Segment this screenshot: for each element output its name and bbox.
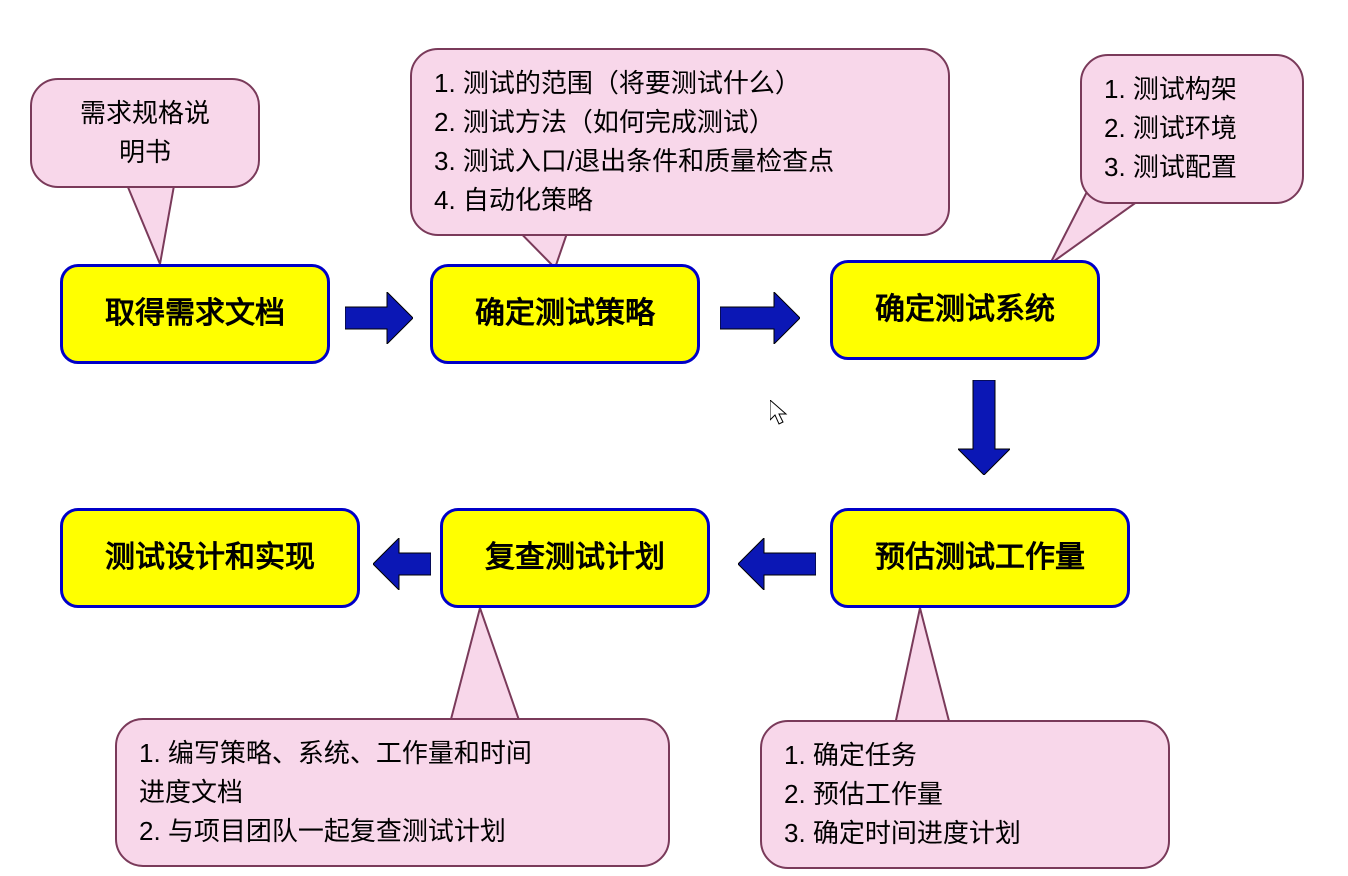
callout-line: 2. 测试环境 xyxy=(1104,109,1280,148)
callout-c3: 1. 测试构架2. 测试环境3. 测试配置 xyxy=(1080,54,1304,204)
callout-line: 2. 测试方法（如何完成测试） xyxy=(434,103,926,142)
callout-line: 3. 测试入口/退出条件和质量检查点 xyxy=(434,142,926,181)
flow-arrow-down xyxy=(958,380,1010,475)
callout-line: 3. 测试配置 xyxy=(1104,148,1280,187)
callout-line: 1. 编写策略、系统、工作量和时间 xyxy=(139,734,646,773)
flowchart-canvas: 需求规格说明书1. 测试的范围（将要测试什么）2. 测试方法（如何完成测试）3.… xyxy=(0,0,1348,876)
flow-arrow-right xyxy=(720,292,800,344)
callout-c2: 1. 测试的范围（将要测试什么）2. 测试方法（如何完成测试）3. 测试入口/退… xyxy=(410,48,950,236)
callout-line: 2. 预估工作量 xyxy=(784,775,1146,814)
flow-arrow-right xyxy=(345,292,413,344)
flow-arrow-left xyxy=(373,538,431,590)
flow-node-n5: 复查测试计划 xyxy=(440,508,710,608)
flow-arrow-left xyxy=(738,538,816,590)
flow-node-n1: 取得需求文档 xyxy=(60,264,330,364)
flow-node-label: 确定测试系统 xyxy=(875,292,1055,328)
flow-node-label: 复查测试计划 xyxy=(485,540,665,576)
callout-line: 1. 测试构架 xyxy=(1104,70,1280,109)
flow-node-n2: 确定测试策略 xyxy=(430,264,700,364)
callout-line: 3. 确定时间进度计划 xyxy=(784,814,1146,853)
flow-node-label: 预估测试工作量 xyxy=(875,540,1085,576)
flow-node-label: 测试设计和实现 xyxy=(105,540,315,576)
callout-line: 4. 自动化策略 xyxy=(434,181,926,220)
flow-node-n6: 测试设计和实现 xyxy=(60,508,360,608)
callout-line: 2. 与项目团队一起复查测试计划 xyxy=(139,812,646,851)
callout-line: 进度文档 xyxy=(139,773,646,812)
callout-line: 1. 测试的范围（将要测试什么） xyxy=(434,64,926,103)
callout-line: 1. 确定任务 xyxy=(784,736,1146,775)
callout-c5: 1. 编写策略、系统、工作量和时间进度文档2. 与项目团队一起复查测试计划 xyxy=(115,718,670,867)
flow-node-n3: 确定测试系统 xyxy=(830,260,1100,360)
flow-node-label: 取得需求文档 xyxy=(105,296,285,332)
callout-c1: 需求规格说明书 xyxy=(30,78,260,188)
cursor-icon xyxy=(770,400,790,428)
callout-line: 明书 xyxy=(54,133,236,172)
callout-c4: 1. 确定任务2. 预估工作量3. 确定时间进度计划 xyxy=(760,720,1170,869)
flow-node-label: 确定测试策略 xyxy=(475,296,655,332)
flow-node-n4: 预估测试工作量 xyxy=(830,508,1130,608)
callout-line: 需求规格说 xyxy=(54,94,236,133)
